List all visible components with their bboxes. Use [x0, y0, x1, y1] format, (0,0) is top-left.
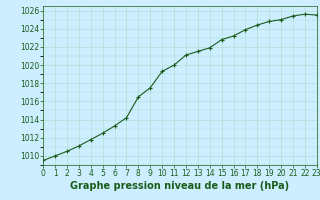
- X-axis label: Graphe pression niveau de la mer (hPa): Graphe pression niveau de la mer (hPa): [70, 181, 290, 191]
